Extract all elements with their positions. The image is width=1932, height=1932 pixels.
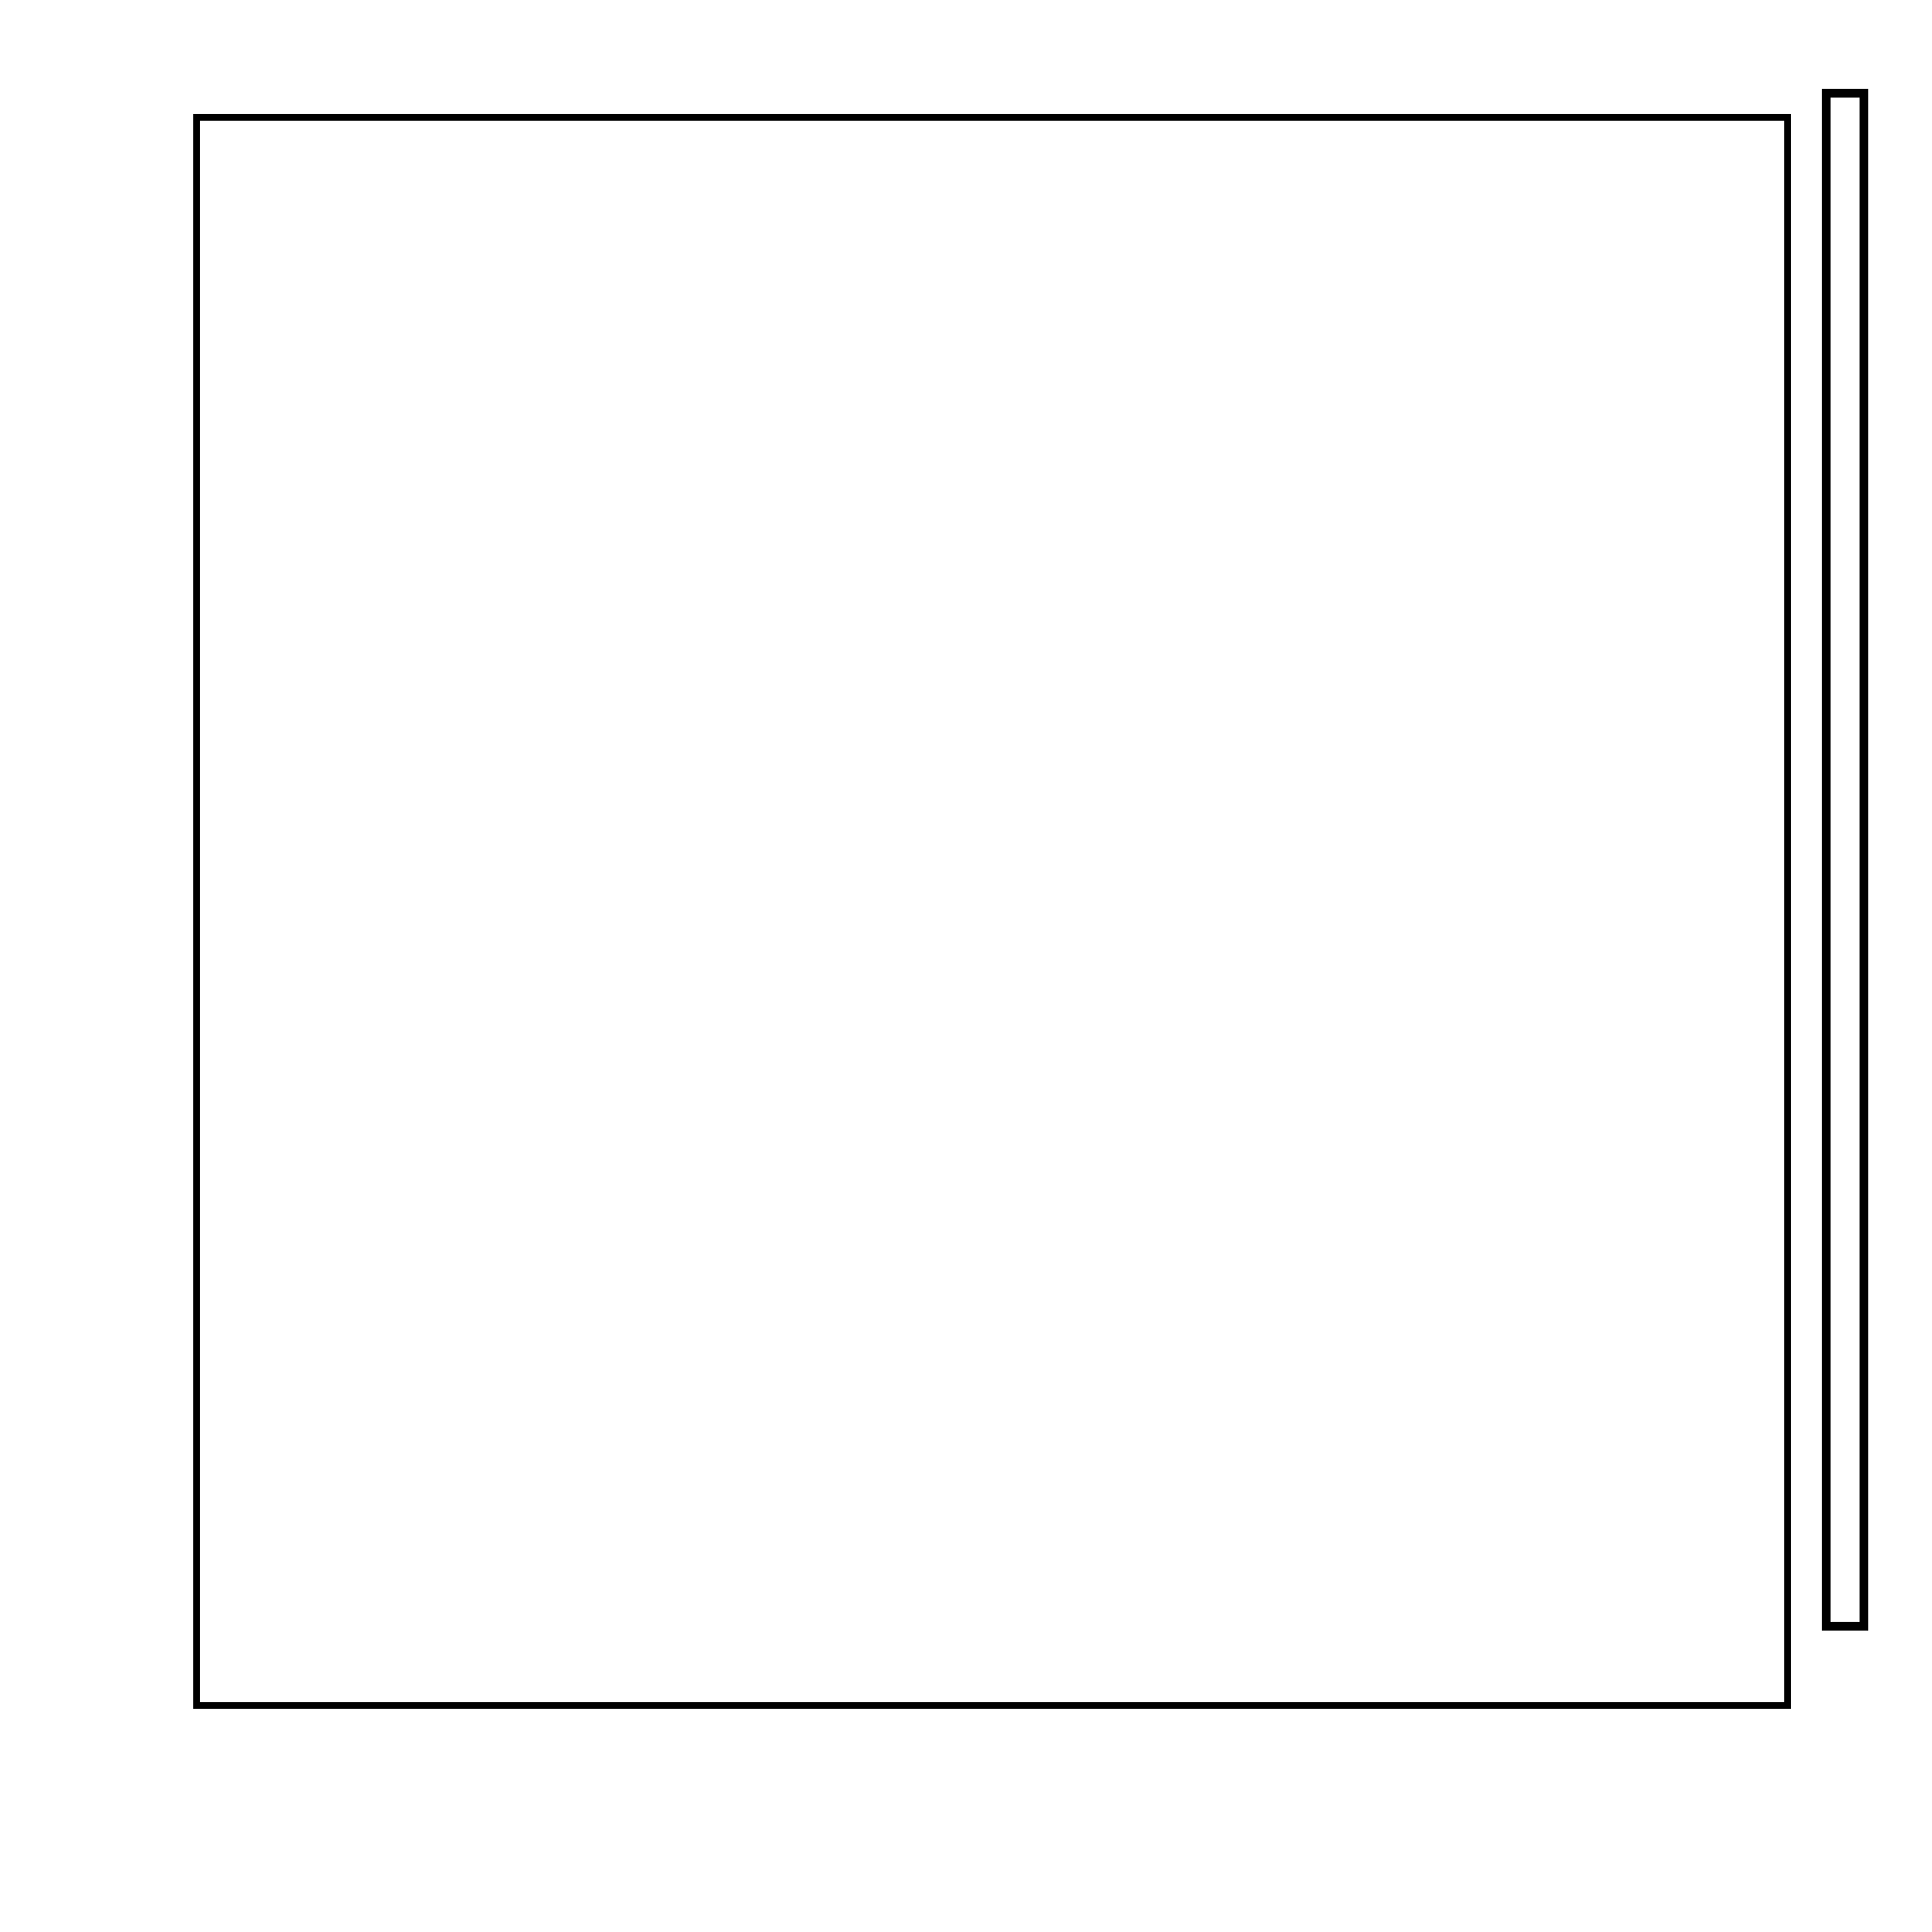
contact-map-plot-area <box>193 114 1791 1709</box>
contact-map-heatmap <box>200 121 1784 1702</box>
colorbar-frame <box>1822 89 1868 1631</box>
colorbar-gradient <box>1831 98 1860 1622</box>
